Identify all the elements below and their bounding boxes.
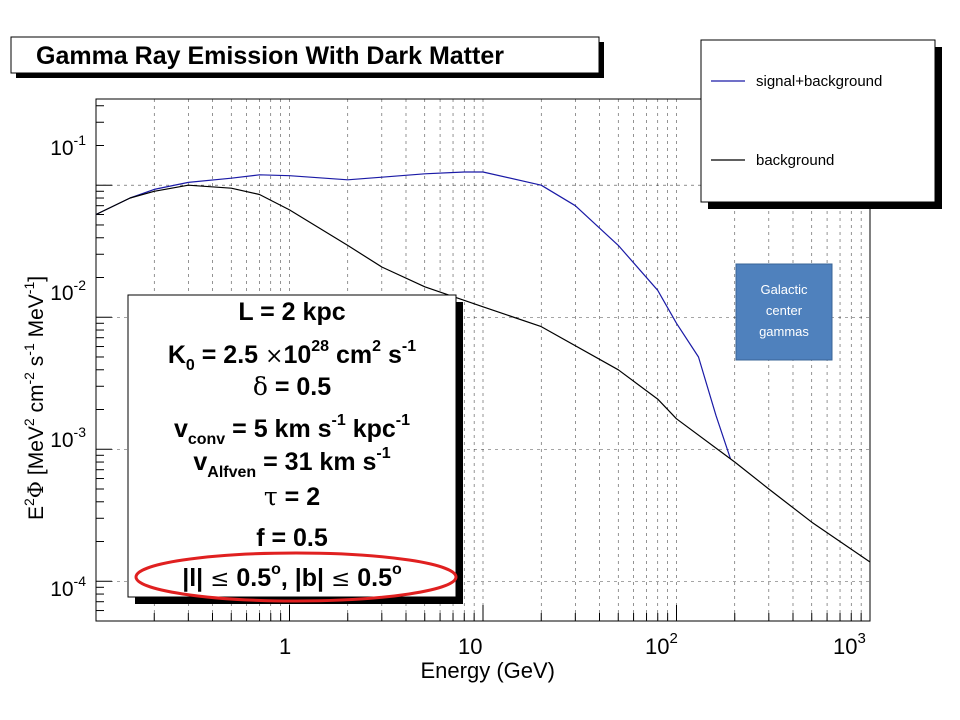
y-tick-label-3: 10-3 — [50, 424, 86, 452]
param-alfven-velocity: vAlfven = 31 km s-1 — [193, 445, 390, 481]
series-layer — [95, 171, 871, 563]
chart-title: Gamma Ray Emission With Dark Matter — [36, 42, 504, 70]
parameter-box: L = 2 kpc K0 = 2.5 ×1028 cm2 s-1 δ = 0.5… — [127, 294, 463, 604]
series-line-background — [95, 184, 871, 563]
axis-ticks — [96, 105, 862, 621]
callout-line-1: Galactic — [761, 282, 808, 297]
callout-line-3: gammas — [759, 324, 809, 339]
x-tick-labels: 1 10 102 103 — [279, 630, 866, 659]
x-tick-label-4: 103 — [833, 630, 866, 659]
param-convection-velocity: vconv = 5 km s-1 kpc-1 — [174, 412, 410, 448]
x-tick-label-1: 1 — [279, 634, 291, 659]
param-delta: δ = 0.5 — [253, 372, 331, 401]
param-f: f = 0.5 — [256, 524, 328, 552]
callout-line-2: center — [766, 303, 803, 318]
param-diffusion-coefficient: K0 = 2.5 ×1028 cm2 s-1 — [168, 338, 416, 374]
y-tick-label-4: 10-4 — [50, 573, 86, 601]
param-tau: τ = 2 — [264, 482, 320, 511]
x-tick-label-2: 10 — [458, 634, 482, 659]
param-sky-region: |l| ≤ 0.5o, |b| ≤ 0.5o — [182, 561, 402, 592]
chart-title-box: Gamma Ray Emission With Dark Matter — [10, 36, 604, 78]
x-axis-label: Energy (GeV) — [421, 658, 556, 683]
y-tick-labels: 10-1 10-2 10-3 10-4 — [50, 132, 86, 601]
series-line-signal-plus-background — [95, 171, 731, 459]
galactic-center-callout: Galactic center gammas — [735, 263, 833, 361]
y-axis-label: E2Φ [MeV2 cm-2 s-1 MeV-1] — [21, 276, 48, 520]
legend-label-signal: signal+background — [756, 73, 882, 90]
y-tick-label-1: 10-1 — [50, 132, 86, 160]
y-tick-label-2: 10-2 — [50, 277, 86, 305]
x-tick-label-3: 102 — [645, 630, 678, 659]
legend-label-background: background — [756, 152, 834, 169]
param-diffusion-height: L = 2 kpc — [238, 298, 345, 326]
highlight-ellipse — [134, 551, 458, 603]
legend: signal+background background — [700, 39, 942, 209]
